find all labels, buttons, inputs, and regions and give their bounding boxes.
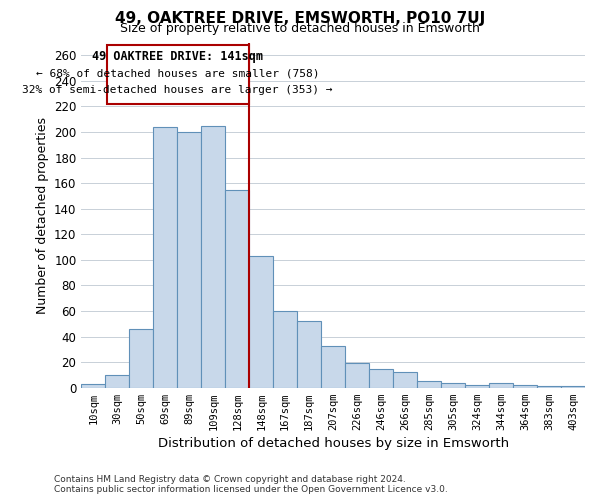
Bar xyxy=(561,386,585,388)
Bar xyxy=(513,385,537,388)
Bar xyxy=(273,311,297,388)
Text: 32% of semi-detached houses are larger (353) →: 32% of semi-detached houses are larger (… xyxy=(22,85,333,95)
Text: Size of property relative to detached houses in Emsworth: Size of property relative to detached ho… xyxy=(120,22,480,35)
Bar xyxy=(417,382,441,388)
Bar xyxy=(441,382,465,388)
Bar xyxy=(537,386,561,388)
Text: ← 68% of detached houses are smaller (758): ← 68% of detached houses are smaller (75… xyxy=(36,68,319,78)
Bar xyxy=(177,132,201,388)
Text: 49 OAKTREE DRIVE: 141sqm: 49 OAKTREE DRIVE: 141sqm xyxy=(92,50,263,63)
Bar xyxy=(106,375,130,388)
Bar xyxy=(345,364,369,388)
Bar xyxy=(369,368,393,388)
Text: Contains public sector information licensed under the Open Government Licence v3: Contains public sector information licen… xyxy=(54,485,448,494)
Bar xyxy=(225,190,249,388)
Y-axis label: Number of detached properties: Number of detached properties xyxy=(35,116,49,314)
Bar xyxy=(82,384,106,388)
Bar xyxy=(489,382,513,388)
Bar xyxy=(321,346,345,388)
FancyBboxPatch shape xyxy=(107,45,249,104)
X-axis label: Distribution of detached houses by size in Emsworth: Distribution of detached houses by size … xyxy=(158,437,509,450)
Text: 49, OAKTREE DRIVE, EMSWORTH, PO10 7UJ: 49, OAKTREE DRIVE, EMSWORTH, PO10 7UJ xyxy=(115,11,485,26)
Bar xyxy=(130,329,153,388)
Bar xyxy=(201,126,225,388)
Bar xyxy=(393,372,417,388)
Text: Contains HM Land Registry data © Crown copyright and database right 2024.: Contains HM Land Registry data © Crown c… xyxy=(54,475,406,484)
Bar xyxy=(297,321,321,388)
Bar xyxy=(153,127,177,388)
Bar xyxy=(249,256,273,388)
Bar xyxy=(465,385,489,388)
